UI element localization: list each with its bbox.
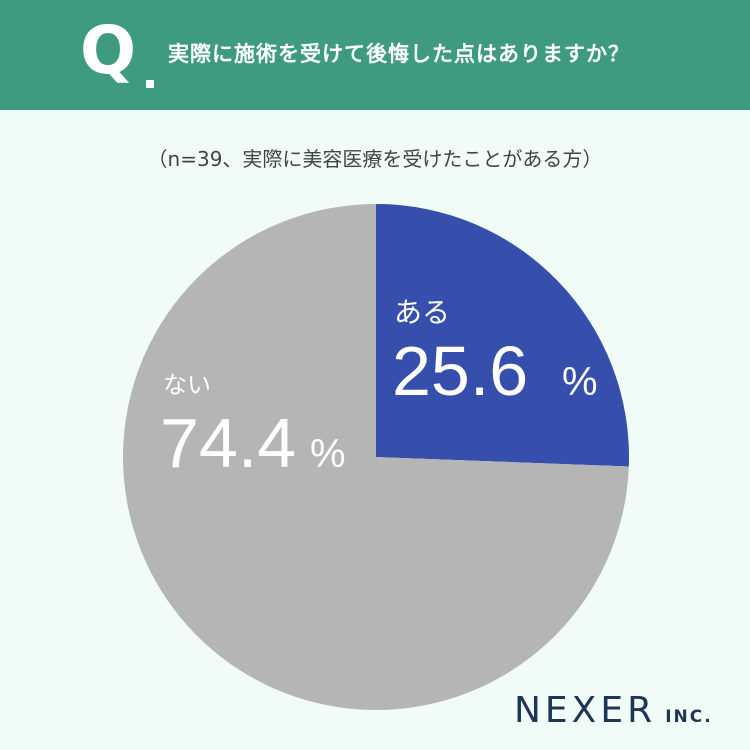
slice-label-yes: ある	[394, 296, 450, 329]
pie-slice-no	[123, 204, 629, 710]
header-banner: Q 実際に施術を受けて後悔した点はありますか？	[0, 0, 750, 110]
slice-unit-yes: %	[562, 360, 598, 404]
sample-note: （n=39、実際に美容医療を受けたことがある方）	[147, 147, 603, 171]
logo-sub-text: INC.	[665, 707, 713, 727]
logo-main-text: NEXER	[514, 690, 657, 731]
pie-slice-yes	[376, 204, 629, 467]
company-logo: NEXER INC.	[514, 690, 713, 731]
q-dot	[146, 80, 154, 88]
slice-unit-no: %	[310, 432, 346, 476]
question-text: 実際に施術を受けて後悔した点はありますか？	[168, 42, 630, 66]
slice-value-no: 74.4	[160, 404, 296, 482]
slice-value-yes: 25.6	[392, 332, 528, 410]
q-mark: Q	[80, 12, 137, 89]
slice-label-no: ない	[163, 371, 211, 399]
